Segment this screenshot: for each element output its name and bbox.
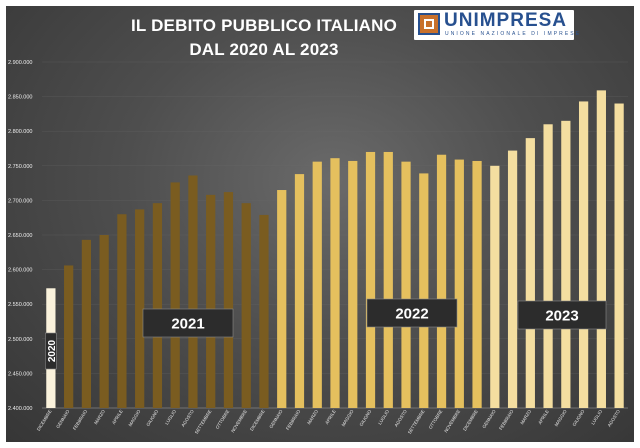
x-tick-label: AGOSTO (607, 408, 622, 427)
bar-2021-dicembre (259, 214, 269, 408)
x-tick-label: FEBBRAIO (285, 408, 302, 430)
bar-2022-aprile (330, 158, 340, 408)
year-label-2021: 2021 (171, 316, 204, 333)
y-tick-label: 2.850.000 (8, 95, 32, 101)
bar-2021-marzo (99, 235, 109, 408)
bar-2022-gennaio (277, 190, 287, 408)
bar-2023-marzo (525, 138, 535, 408)
bar-2022-ottobre (436, 154, 447, 408)
x-tick-label: OTTOBRE (215, 409, 231, 430)
bar-2021-maggio (135, 209, 145, 408)
y-tick-label: 2.550.000 (8, 302, 32, 308)
bar-2021-agosto (188, 175, 198, 408)
logo-name: UNIMPRESA (444, 10, 568, 31)
bar-2022-maggio (348, 160, 358, 408)
x-tick-label: NOVEMBRE (230, 409, 248, 434)
y-tick-label: 2.500.000 (8, 337, 32, 343)
year-label-box-2023 (517, 300, 607, 330)
bar-2023-luglio (596, 90, 606, 409)
year-label-box-2020 (45, 332, 57, 370)
bar-chart: 2.400.000 2.450.000 2.500.000 2.550.000 2.60… (8, 60, 628, 435)
year-label-2020: 2020 (47, 339, 58, 362)
y-tick-label: 2.750.000 (8, 164, 32, 170)
bar-2022-marzo (312, 161, 322, 408)
x-tick-label: NOVEMBRE (443, 409, 461, 434)
x-tick-label: GIUGNO (145, 408, 159, 427)
x-tick-label: MARZO (306, 408, 319, 425)
bar-2022-settembre (419, 173, 429, 408)
x-tick-label: OTTOBRE (428, 409, 444, 430)
y-tick-label: 2.700.000 (8, 198, 32, 204)
x-tick-label: DICEMBRE (36, 409, 53, 432)
x-tick-label: FEBBRAIO (72, 408, 89, 430)
title-line-2: DAL 2020 AL 2023 (189, 40, 339, 59)
bar-2022-novembre (454, 159, 464, 408)
x-tick-label: APRILE (537, 409, 550, 425)
year-label-2022: 2022 (395, 306, 428, 323)
x-tick-label: GIUGNO (358, 408, 372, 427)
logo-mark-icon (418, 13, 440, 35)
x-tick-label: MARZO (519, 408, 532, 425)
bar-2023-febbraio (507, 150, 518, 408)
y-tick-label: 2.800.000 (8, 129, 32, 135)
x-tick-label: GENNAIO (481, 408, 497, 429)
x-tick-label: MAGGIO (341, 408, 355, 427)
x-tick-label: GENNAIO (268, 408, 284, 429)
bar-2023-maggio (561, 120, 571, 408)
bar-2022-agosto (401, 161, 411, 408)
x-tick-label: FEBBRAIO (498, 408, 515, 430)
bar-2023-giugno (578, 101, 589, 408)
bar-2021-ottobre (223, 192, 234, 408)
bar-2021-settembre (206, 194, 216, 408)
x-tick-label: GENNAIO (55, 408, 71, 429)
x-tick-label: AGOSTO (180, 408, 195, 427)
year-label-2023: 2023 (545, 308, 578, 325)
x-tick-label: DICEMBRE (462, 409, 479, 432)
bar-2021-novembre (241, 203, 251, 408)
year-label-box-2021 (142, 308, 234, 338)
bar-2022-dicembre (472, 160, 482, 408)
bar-2021-luglio (170, 182, 180, 408)
x-tick-label: LUGLIO (377, 408, 390, 425)
unimpresa-logo: UNIMPRESA UNIONE NAZIONALE DI IMPRESE (414, 10, 579, 40)
bar-2021-gennaio (64, 265, 74, 408)
bar-2021-giugno (152, 203, 163, 408)
x-tick-label: LUGLIO (164, 408, 177, 425)
y-tick-label: 2.400.000 (8, 406, 32, 412)
x-tick-label: APRILE (324, 409, 337, 425)
bar-2021-febbraio (81, 239, 92, 408)
x-tick-label: SETTEMBRE (407, 409, 426, 435)
bar-2022-febbraio (294, 174, 305, 408)
x-tick-label: MAGGIO (554, 408, 568, 427)
bar-2023-gennaio (490, 165, 500, 408)
chart-frame: 2.400.000 2.450.000 2.500.000 2.550.000 2.60… (6, 6, 634, 442)
x-tick-label: GIUGNO (572, 408, 586, 427)
bar-2022-giugno (365, 151, 376, 408)
bar-2022-luglio (383, 151, 393, 408)
logo-subtitle: UNIONE NAZIONALE DI IMPRESE (445, 31, 582, 37)
y-tick-label: 2.650.000 (8, 233, 32, 239)
x-tick-label: AGOSTO (393, 408, 408, 427)
year-label-box-2022 (366, 298, 458, 328)
y-tick-label: 2.900.000 (8, 60, 32, 66)
x-tick-label: DICEMBRE (249, 409, 266, 432)
x-tick-label: MAGGIO (127, 408, 141, 427)
y-tick-label: 2.600.000 (8, 268, 32, 274)
title-line-1: IL DEBITO PUBBLICO ITALIANO (130, 16, 398, 35)
bar-2023-agosto (614, 103, 624, 409)
x-tick-label: MARZO (93, 408, 106, 425)
y-tick-label: 2.450.000 (8, 371, 32, 377)
bar-2023-aprile (543, 124, 553, 408)
x-tick-label: LUGLIO (590, 408, 603, 425)
bar-2021-aprile (117, 214, 127, 408)
x-tick-label: SETTEMBRE (194, 409, 213, 435)
x-tick-label: APRILE (111, 409, 124, 425)
chart-title: IL DEBITO PUBBLICO ITALIANO DAL 2020 AL … (106, 14, 422, 62)
